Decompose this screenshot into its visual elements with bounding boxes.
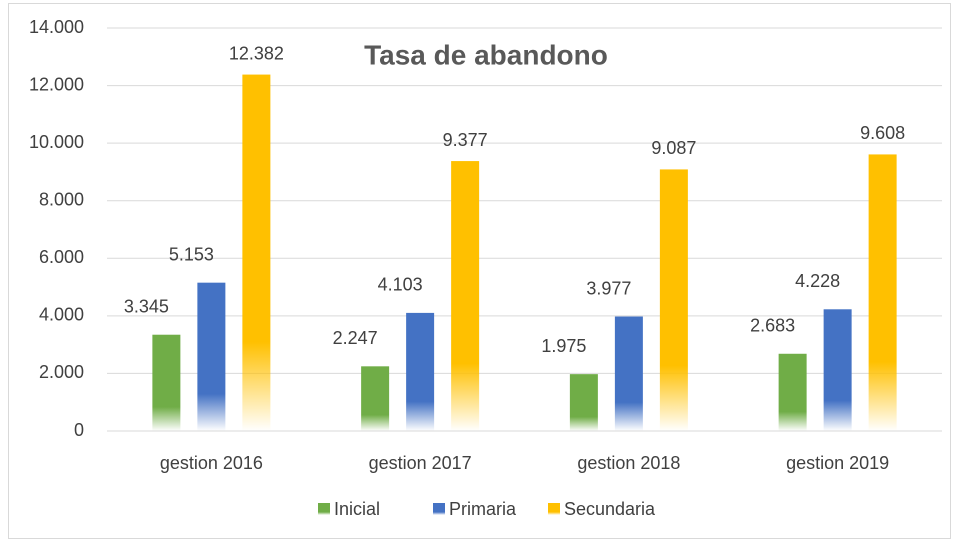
data-label: 2.247: [333, 328, 378, 348]
y-tick-label: 12.000: [29, 74, 84, 94]
data-label: 3.977: [586, 278, 631, 298]
bar: [451, 161, 480, 431]
data-label: 5.153: [169, 244, 214, 264]
legend-swatch: [548, 503, 560, 515]
x-tick-label: gestion 2019: [786, 453, 889, 473]
data-label: 9.377: [443, 130, 488, 150]
data-label: 4.103: [378, 275, 423, 295]
chart-frame: [8, 3, 951, 539]
bar: [361, 366, 390, 431]
bar: [868, 154, 897, 431]
chart-title: Tasa de abandono: [364, 39, 608, 70]
data-label: 4.228: [795, 271, 840, 291]
bar: [197, 282, 226, 431]
y-tick-label: 0: [74, 420, 84, 440]
bar: [659, 169, 688, 432]
data-label: 1.975: [541, 336, 586, 356]
y-tick-label: 2.000: [39, 362, 84, 382]
data-label: 3.345: [124, 296, 169, 316]
data-label: 12.382: [229, 43, 284, 63]
bar: [778, 353, 807, 431]
legend-swatch: [318, 503, 330, 515]
data-label: 2.683: [750, 316, 795, 336]
x-tick-label: gestion 2018: [577, 453, 680, 473]
legend-swatch: [433, 503, 445, 515]
bar: [823, 309, 852, 431]
data-label: 9.087: [651, 138, 696, 158]
bar: [569, 374, 598, 431]
legend-label: Primaria: [449, 499, 517, 519]
data-label: 9.608: [860, 123, 905, 143]
y-tick-label: 10.000: [29, 132, 84, 152]
y-tick-label: 8.000: [39, 189, 84, 209]
y-tick-label: 4.000: [39, 305, 84, 325]
x-tick-label: gestion 2016: [160, 453, 263, 473]
y-tick-label: 14.000: [29, 17, 84, 37]
bar: [614, 316, 643, 431]
bar: [406, 312, 435, 431]
y-tick-label: 6.000: [39, 247, 84, 267]
bar: [152, 334, 181, 431]
legend-label: Secundaria: [564, 499, 656, 519]
bar: [242, 74, 271, 431]
x-tick-label: gestion 2017: [369, 453, 472, 473]
legend-label: Inicial: [334, 499, 380, 519]
